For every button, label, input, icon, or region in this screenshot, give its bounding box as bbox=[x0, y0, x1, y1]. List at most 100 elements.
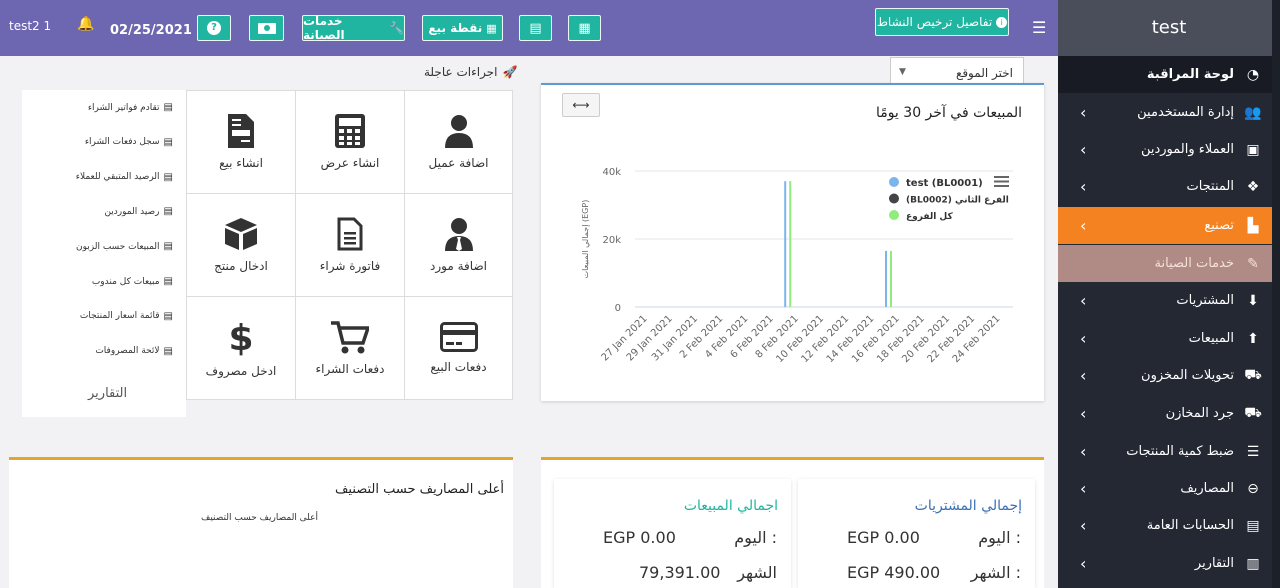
tile-label: ادخل مصروف bbox=[205, 364, 277, 378]
file-alt-icon: ▤ bbox=[163, 276, 173, 287]
sidebar-item-2[interactable]: ▣ العملاء والموردين ‹ bbox=[1058, 131, 1272, 168]
sidebar-item-5[interactable]: ✎ خدمات الصيانة bbox=[1058, 245, 1272, 282]
hamburger-icon[interactable]: ☰ bbox=[1032, 18, 1047, 37]
report-link[interactable]: المبيعات حسب الزبون ▤ bbox=[75, 241, 173, 253]
quick-action-tile[interactable]: $ ادخل مصروف bbox=[186, 296, 296, 400]
sidebar-item-8[interactable]: ⛟ تحويلات المخزون ‹ bbox=[1058, 357, 1272, 394]
bar bbox=[789, 181, 792, 307]
chevron-left-icon: ‹ bbox=[1080, 140, 1087, 159]
users-icon: 👥 bbox=[1244, 104, 1262, 121]
file-alt-icon: ▤ bbox=[163, 136, 173, 148]
quick-action-tile[interactable]: دفعات البيع bbox=[404, 296, 513, 400]
help-button[interactable]: ? bbox=[197, 15, 231, 41]
box-icon bbox=[224, 217, 258, 251]
sidebar-item-6[interactable]: ⬇ المشتريات ‹ bbox=[1058, 282, 1272, 319]
y-tick-label: 40k bbox=[602, 167, 621, 178]
quick-action-tile[interactable]: اضافة مورد bbox=[404, 193, 513, 297]
money-bill-icon bbox=[257, 22, 276, 34]
sidebar-item-0[interactable]: ◔ لوحة المراقبة bbox=[1058, 56, 1272, 93]
calculator-icon bbox=[335, 114, 365, 148]
maintenance-button[interactable]: خدمات الصيانة 🔧 bbox=[302, 14, 405, 42]
chevron-left-icon: ‹ bbox=[1080, 103, 1087, 122]
tile-label: انشاء عرض bbox=[320, 156, 380, 170]
expand-button[interactable]: ⟷ bbox=[562, 93, 600, 117]
quick-action-tile[interactable]: اضافة عميل bbox=[404, 90, 513, 194]
info-icon: i bbox=[996, 16, 1008, 28]
y-tick-label: 0 bbox=[615, 303, 621, 314]
chart-icon: ▥ bbox=[1246, 555, 1260, 572]
svg-text:$: $ bbox=[230, 318, 252, 356]
arrow-circle-up-icon: ⬆ bbox=[1247, 330, 1259, 347]
chevron-left-icon: ‹ bbox=[1080, 516, 1087, 535]
purchases-title: إجمالي المشتريات bbox=[914, 498, 1022, 514]
chevron-left-icon: ‹ bbox=[1080, 291, 1087, 310]
file-alt-icon: ▤ bbox=[163, 206, 173, 218]
file-icon bbox=[337, 217, 363, 251]
sidebar-item-label: ضبط كمية المنتجات bbox=[1126, 444, 1234, 459]
chevron-left-icon: ‹ bbox=[1080, 479, 1087, 498]
contacts-icon: ▣ bbox=[1246, 141, 1260, 158]
quick-action-tile[interactable]: فاتورة شراء bbox=[295, 193, 405, 297]
chevron-left-icon: ‹ bbox=[1080, 366, 1087, 385]
question-icon: ? bbox=[207, 21, 221, 35]
sidebar-item-4[interactable]: ▙ تصنيع ‹ bbox=[1058, 207, 1272, 244]
report-link[interactable]: تقادم فواتير الشراء ▤ bbox=[87, 102, 173, 113]
sidebar-item-12[interactable]: ▤ الحسابات العامة ‹ bbox=[1058, 507, 1272, 544]
calendar-button[interactable]: ▦ bbox=[568, 15, 601, 41]
reports-title: التقارير bbox=[88, 386, 128, 401]
expenses-panel: أعلى المصاريف حسب التصنيف أعلى المصاريف … bbox=[9, 457, 513, 588]
legend-label: كل الفروع bbox=[906, 212, 953, 222]
license-details-button[interactable]: تفاصيل ترخيص النشاط i bbox=[875, 8, 1009, 36]
file-alt-icon: ▤ bbox=[163, 102, 173, 113]
sidebar-item-label: تحويلات المخزون bbox=[1141, 368, 1234, 383]
user-menu[interactable]: test2 1 bbox=[9, 19, 52, 33]
sidebar-item-label: إدارة المستخدمين bbox=[1137, 105, 1234, 120]
chart-menu-icon bbox=[994, 185, 1009, 187]
report-link[interactable]: مبيعات كل مندوب ▤ bbox=[91, 276, 173, 287]
expenses-subtitle: أعلى المصاريف حسب التصنيف bbox=[201, 513, 319, 523]
quick-action-tile[interactable]: ادخال منتج bbox=[186, 193, 296, 297]
sales-card: اجمالي المبيعات اليوم : EGP 0.00 الشهر 7… bbox=[554, 479, 791, 588]
pos-button[interactable]: نقطة بيع ▦ bbox=[422, 15, 503, 41]
report-link[interactable]: لائحة المصروفات ▤ bbox=[95, 345, 173, 357]
calculator-button[interactable]: ▤ bbox=[519, 15, 552, 41]
reports-panel: تقادم فواتير الشراء ▤ سجل دفعات الشراء ▤ الر… bbox=[22, 90, 186, 417]
minus-circle-icon: ⊖ bbox=[1247, 480, 1259, 497]
report-link[interactable]: الرصيد المتبقي للعملاء ▤ bbox=[75, 171, 173, 183]
sidebar-item-10[interactable]: ☰ ضبط كمية المنتجات ‹ bbox=[1058, 433, 1272, 470]
quick-action-tile[interactable]: انشاء بيع bbox=[186, 90, 296, 194]
bell-icon[interactable]: 🔔 bbox=[77, 16, 95, 32]
purchases-month-value: EGP 490.00 bbox=[847, 563, 941, 582]
report-link[interactable]: قائمة اسعار المنتجات ▤ bbox=[79, 310, 173, 322]
sidebar-item-1[interactable]: 👥 إدارة المستخدمين ‹ bbox=[1058, 94, 1272, 131]
sales-month-value: 79,391.00 bbox=[639, 563, 721, 582]
wrench-icon: ✎ bbox=[1247, 255, 1259, 272]
invoice-icon bbox=[228, 114, 254, 148]
purchases-card: إجمالي المشتريات اليوم : EGP 0.00 الشهر … bbox=[798, 479, 1035, 588]
legend-marker bbox=[889, 210, 899, 220]
money-button[interactable] bbox=[249, 15, 284, 41]
sidebar-item-11[interactable]: ⊖ المصاريف ‹ bbox=[1058, 470, 1272, 507]
sales-title: اجمالي المبيعات bbox=[683, 498, 778, 514]
report-link[interactable]: رصيد الموردين ▤ bbox=[104, 206, 173, 218]
sidebar-scrollbar[interactable] bbox=[1272, 0, 1280, 588]
grid-icon: ▦ bbox=[486, 21, 497, 35]
legend-label: test (BL0001) bbox=[906, 178, 983, 189]
chart-title: المبيعات في آخر 30 يومًا bbox=[875, 105, 1022, 121]
quick-action-tile[interactable]: انشاء عرض bbox=[295, 90, 405, 194]
sidebar-item-7[interactable]: ⬆ المبيعات ‹ bbox=[1058, 320, 1272, 357]
sidebar-item-9[interactable]: ⛟ جرد المخازن ‹ bbox=[1058, 395, 1272, 432]
user-icon bbox=[443, 114, 475, 148]
chart-menu-icon bbox=[994, 180, 1009, 183]
current-date: 02/25/2021 bbox=[110, 23, 192, 38]
sidebar-item-13[interactable]: ▥ التقارير ‹ bbox=[1058, 545, 1272, 582]
report-link[interactable]: سجل دفعات الشراء ▤ bbox=[84, 136, 173, 148]
sidebar-item-label: جرد المخازن bbox=[1165, 406, 1234, 421]
sidebar-item-3[interactable]: ❖ المنتجات ‹ bbox=[1058, 168, 1272, 205]
quick-action-tile[interactable]: دفعات الشراء bbox=[295, 296, 405, 400]
file-alt-icon: ▤ bbox=[163, 310, 173, 322]
purchases-today-value: EGP 0.00 bbox=[847, 528, 920, 547]
tile-label: فاتورة شراء bbox=[319, 259, 381, 273]
y-axis-label: إجمالي المبيعات (EGP) bbox=[581, 200, 591, 279]
dashboard-icon: ◔ bbox=[1246, 66, 1260, 83]
